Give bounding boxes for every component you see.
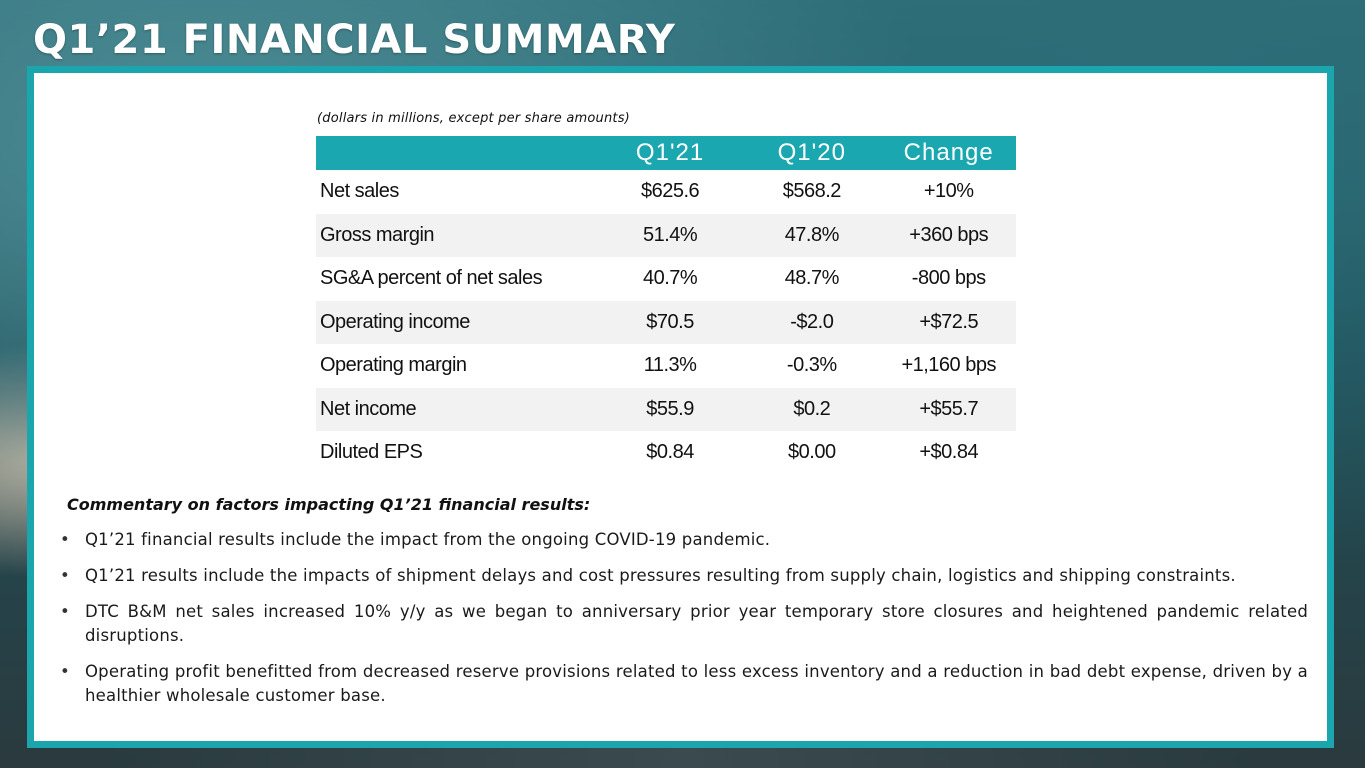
- value-change: -800 bps: [911, 267, 986, 290]
- value-q1-20: $0.00: [788, 441, 836, 464]
- value-q1-21: $625.6: [640, 180, 700, 203]
- value-q1-21: $55.9: [597, 387, 743, 431]
- table-row: Net sales $625.6 $568.2 +10%: [316, 170, 1016, 214]
- value-change: +1,160 bps: [901, 354, 996, 377]
- list-item: • Q1’21 results include the impacts of s…: [60, 564, 1308, 588]
- value-change: +$72.5: [881, 300, 1016, 344]
- list-item-text: DTC B&M net sales increased 10% y/y as w…: [85, 602, 1308, 645]
- value-q1-20: 48.7%: [784, 267, 840, 290]
- value-q1-21: 11.3%: [643, 354, 697, 377]
- slide-title: Q1’21 FINANCIAL SUMMARY: [33, 17, 676, 63]
- table-row: SG&A percent of net sales 40.7% 48.7% -8…: [316, 257, 1016, 301]
- value-q1-21: $0.84: [646, 441, 694, 464]
- list-item-text: Q1’21 results include the impacts of shi…: [85, 566, 1236, 585]
- value-change: +$55.7: [881, 387, 1016, 431]
- value-change: +10%: [923, 180, 974, 203]
- bullet-icon: •: [60, 662, 70, 681]
- value-change: +360 bps: [881, 213, 1016, 257]
- value-q1-20: -0.3%: [786, 354, 837, 377]
- row-label: Net income: [316, 387, 598, 431]
- header-label-col: [316, 136, 598, 170]
- table-row: Operating income $70.5 -$2.0 +$72.5: [316, 300, 1016, 344]
- commentary-section: Commentary on factors impacting Q1’21 fi…: [60, 495, 1308, 720]
- table-row: Gross margin 51.4% 47.8% +360 bps: [316, 213, 1016, 257]
- row-label: Net sales: [320, 180, 399, 203]
- units-note: (dollars in millions, except per share a…: [317, 111, 630, 126]
- financial-summary-table: Q1'21 Q1'20 Change Net sales $625.6 $568…: [316, 136, 1016, 475]
- header-change: Change: [881, 136, 1016, 170]
- bullet-icon: •: [60, 566, 70, 585]
- value-q1-21: 40.7%: [642, 267, 698, 290]
- value-q1-21: $70.5: [597, 300, 743, 344]
- row-label: SG&A percent of net sales: [320, 267, 543, 290]
- table-row: Net income $55.9 $0.2 +$55.7: [316, 387, 1016, 431]
- value-q1-20: -$2.0: [742, 300, 882, 344]
- row-label: Operating income: [316, 300, 598, 344]
- value-q1-21: 51.4%: [597, 213, 743, 257]
- list-item-text: Operating profit benefitted from decreas…: [85, 662, 1308, 705]
- commentary-heading: Commentary on factors impacting Q1’21 fi…: [67, 495, 591, 514]
- value-q1-20: 47.8%: [742, 213, 882, 257]
- row-label: Operating margin: [320, 354, 467, 377]
- header-q1-20: Q1'20: [742, 136, 882, 170]
- list-item: • DTC B&M net sales increased 10% y/y as…: [60, 600, 1308, 648]
- content-panel: (dollars in millions, except per share a…: [27, 66, 1334, 748]
- bullet-icon: •: [60, 530, 70, 549]
- table-row: Operating margin 11.3% -0.3% +1,160 bps: [316, 344, 1016, 388]
- table-header-row: Q1'21 Q1'20 Change: [316, 136, 1016, 170]
- value-q1-20: $568.2: [782, 180, 842, 203]
- value-q1-20: $0.2: [742, 387, 882, 431]
- value-change: +$0.84: [919, 441, 979, 464]
- commentary-list: • Q1’21 financial results include the im…: [60, 528, 1308, 708]
- list-item: • Operating profit benefitted from decre…: [60, 660, 1308, 708]
- list-item: • Q1’21 financial results include the im…: [60, 528, 1308, 552]
- row-label: Diluted EPS: [320, 441, 423, 464]
- header-q1-21: Q1'21: [597, 136, 743, 170]
- table-row: Diluted EPS $0.84 $0.00 +$0.84: [316, 431, 1016, 475]
- row-label: Gross margin: [316, 213, 598, 257]
- bullet-icon: •: [60, 602, 70, 621]
- list-item-text: Q1’21 financial results include the impa…: [85, 530, 771, 549]
